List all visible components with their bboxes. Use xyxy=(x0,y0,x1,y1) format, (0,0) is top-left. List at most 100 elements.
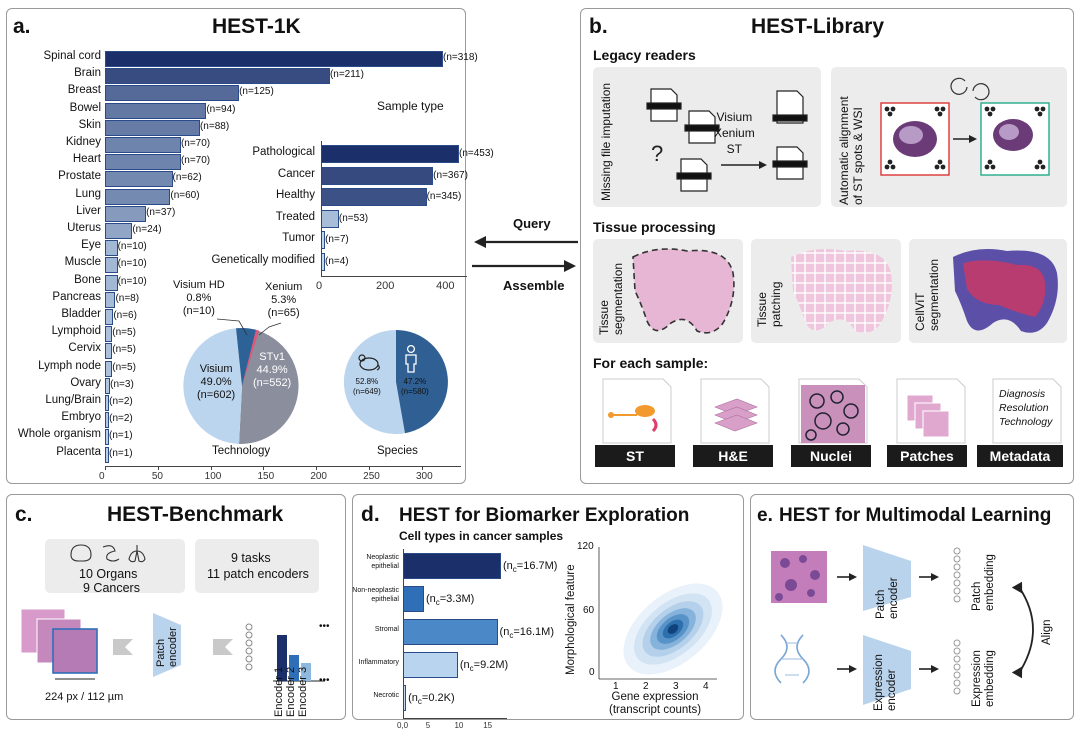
kde-y-tick-0: 0 xyxy=(589,667,595,678)
organ-axis-tick: 50 xyxy=(151,470,163,482)
output-nuclei: Nuclei xyxy=(791,445,871,467)
organ-count: (n=5) xyxy=(112,361,136,373)
kde-x-tick-4: 4 xyxy=(703,681,709,692)
align-label: Align xyxy=(1041,619,1053,645)
organ-count: (n=1) xyxy=(109,430,133,442)
panel-b-title: HEST-Library xyxy=(751,15,885,38)
technology-pie xyxy=(183,327,299,445)
kde-ylabel: Morphological feature xyxy=(565,564,577,675)
organ-bar xyxy=(105,377,111,394)
output-metadata: Metadata xyxy=(977,445,1063,467)
human-icon xyxy=(405,344,417,373)
pie-slice-xenium xyxy=(236,327,256,386)
organ-axis-tick-mark xyxy=(421,465,423,470)
cellvit-label: CellViT segmentation xyxy=(913,258,941,331)
sample-axis-tick: 200 xyxy=(376,280,395,292)
celltype-count: (nc=3.3M) xyxy=(425,593,475,608)
organ-label: Lung/Brain xyxy=(45,394,101,406)
celltype-bar xyxy=(403,553,501,579)
sample-type-label: Cancer xyxy=(277,167,315,180)
organ-label: Bone xyxy=(74,273,101,286)
patch-embedding-label: Patch embedding xyxy=(971,554,996,611)
sample-axis-tick: 400 xyxy=(436,280,455,292)
organ-count: (n=10) xyxy=(117,258,147,270)
organ-axis-tick-mark xyxy=(263,465,265,470)
organ-bar xyxy=(105,85,240,102)
organ-bar xyxy=(105,446,109,463)
patch-size-label: 224 px / 112 µm xyxy=(45,691,124,703)
celltype-count: (nc=16.1M) xyxy=(499,626,554,641)
panel-e-label: e. xyxy=(757,505,773,526)
kde-xlabel: Gene expression (transcript counts) xyxy=(609,691,702,716)
organ-label: Eye xyxy=(81,239,101,252)
query-label: Query xyxy=(513,216,551,231)
organ-count: (n=94) xyxy=(206,103,236,115)
kde-y-tick-60: 60 xyxy=(583,605,595,616)
kde-x-tick-2: 2 xyxy=(643,681,649,692)
organ-bar xyxy=(105,188,171,205)
panel-d: d. HEST for Biomarker Exploration Cell t… xyxy=(352,494,744,730)
cellvit-image xyxy=(953,249,1058,333)
encoder-3-label: Encoder 3 xyxy=(297,666,309,717)
organ-label: Cervix xyxy=(68,342,101,355)
celltype-count: (nc=16.7M) xyxy=(503,560,558,575)
organ-count: (n=24) xyxy=(132,224,162,235)
panel-a-label: a. xyxy=(13,15,31,38)
celltype-axis-tick: 0,0 xyxy=(397,721,409,730)
organ-count: (n=6) xyxy=(113,310,137,321)
organ-bar xyxy=(105,412,110,429)
encoders-count: 11 patch encoders xyxy=(207,567,309,581)
organ-bar xyxy=(105,68,330,85)
more-dots-top: ••• xyxy=(319,621,330,632)
organ-count: (n=8) xyxy=(115,292,140,304)
organ-bar xyxy=(105,223,133,239)
organ-label: Heart xyxy=(72,153,101,166)
sample-type-label: Treated xyxy=(275,210,315,223)
celltype-label: Necrotic xyxy=(373,692,399,699)
organ-label: Skin xyxy=(78,118,101,131)
visium-pie-label: Visium 49.0% (n=602) xyxy=(197,363,236,401)
organ-count: (n=5) xyxy=(112,344,136,356)
panel-e: e. HEST for Multimodal Learning xyxy=(750,494,1074,720)
organ-axis xyxy=(105,465,461,467)
organ-bar xyxy=(105,343,113,360)
organ-axis-tick: 300 xyxy=(415,470,433,482)
organ-label: Lymph node xyxy=(38,359,101,372)
organ-bar xyxy=(105,102,207,119)
organ-count: (n=3) xyxy=(110,378,134,390)
celltype-bar xyxy=(403,619,498,645)
organ-label: Spinal cord xyxy=(43,50,101,62)
segmentation-label: Tissue segmentation xyxy=(597,262,625,335)
pie-slice-visium xyxy=(183,328,242,444)
stv1-pie-label: STv1 44.9% (n=552) xyxy=(253,351,292,389)
organ-bar xyxy=(105,51,443,67)
kde-y-tick-120: 120 xyxy=(577,541,594,552)
sample-axis-x xyxy=(321,276,467,277)
organ-axis-tick-mark xyxy=(157,465,159,470)
pie-slice-human xyxy=(396,330,448,434)
patch-encoder-e-label: Patch encoder xyxy=(875,577,900,619)
organ-count: (n=37) xyxy=(146,206,176,218)
for-each-sample-title: For each sample: xyxy=(593,355,709,371)
output-icons xyxy=(602,378,1062,444)
sample-type-label: Genetically modified xyxy=(211,253,315,266)
tasks-count: 9 tasks xyxy=(231,551,271,565)
multimodal-diagram xyxy=(771,545,1034,705)
alignment-label: Automatic alignment of ST spots & WSI xyxy=(837,96,865,205)
organ-bar xyxy=(105,291,116,308)
celltype-label: Non-neoplastic epithelial xyxy=(352,587,399,603)
pie-leader-lines xyxy=(216,318,282,336)
organ-axis-tick-mark xyxy=(105,465,106,470)
missing-file-label: Missing file imputation xyxy=(599,82,613,201)
sample-axis-tick: 0 xyxy=(316,280,323,292)
metadata-lines: Diagnosis Resolution Technology xyxy=(999,388,1053,428)
sample-type-label: Tumor xyxy=(282,232,315,244)
cancers-count: 9 Cancers xyxy=(83,581,140,595)
sample-type-count: (n=7) xyxy=(325,234,349,245)
organ-bar xyxy=(105,119,200,136)
organ-label: Uterus xyxy=(67,222,101,234)
organ-label: Brain xyxy=(74,67,101,80)
organs-count: 10 Organs xyxy=(79,567,138,581)
organ-label: Placenta xyxy=(56,445,101,458)
tissue-patching-image xyxy=(791,249,892,333)
